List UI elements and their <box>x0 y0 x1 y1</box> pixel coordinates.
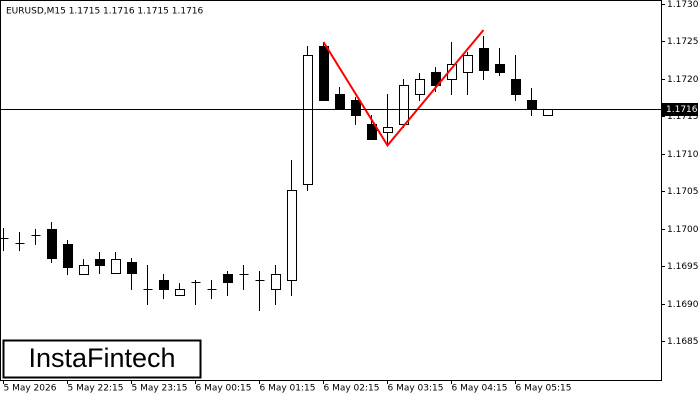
candle-body <box>47 229 57 259</box>
x-tick-label: 5 May 23:15 <box>132 384 188 394</box>
candle-body <box>159 280 169 290</box>
x-tick-label: 6 May 03:15 <box>388 384 444 394</box>
candle-body <box>527 100 537 110</box>
y-tick-label: 1.1725 <box>667 37 699 47</box>
pattern-line <box>322 29 485 148</box>
x-tick-label: 5 May 22:15 <box>68 384 124 394</box>
chart-title: EURUSD,M15 1.1715 1.1716 1.1715 1.1716 <box>6 7 204 17</box>
candle-body <box>79 265 89 275</box>
plot-frame <box>0 0 662 381</box>
y-tick-label: 1.1715 <box>667 112 699 122</box>
candle-body <box>511 79 521 95</box>
y-tick-label: 1.1695 <box>667 262 699 272</box>
candle-body <box>463 55 473 73</box>
x-tick-label: 5 May 2026 <box>4 384 57 394</box>
candle-body <box>399 85 409 125</box>
candle-body <box>415 79 425 95</box>
logo: InstaFintech <box>28 343 175 373</box>
y-tick-label: 1.1730 <box>667 0 699 10</box>
logo-frame <box>2 339 202 379</box>
candle-body <box>95 259 105 266</box>
x-tick-label: 6 May 05:15 <box>516 384 572 394</box>
candle-body <box>383 127 393 133</box>
candle-body <box>495 64 505 73</box>
y-tick-label: 1.1685 <box>667 337 699 347</box>
x-tick-label: 6 May 04:15 <box>452 384 508 394</box>
candle-body <box>335 94 345 109</box>
x-tick-label: 6 May 02:15 <box>324 384 380 394</box>
y-tick-label: 1.1705 <box>667 187 699 197</box>
y-tick-label: 1.1720 <box>667 75 699 85</box>
candle-body <box>303 55 313 185</box>
y-tick-label: 1.1690 <box>667 300 699 310</box>
candle-body <box>543 109 553 116</box>
x-tick-label: 6 May 01:15 <box>260 384 316 394</box>
candle-body <box>127 262 137 274</box>
candle-body <box>431 72 441 86</box>
x-tick-label: 6 May 00:15 <box>196 384 252 394</box>
candle-body <box>479 48 489 71</box>
candle-body <box>175 289 185 296</box>
candle-body <box>287 190 297 281</box>
candle-body <box>319 46 329 101</box>
logo-box: InstaFintech <box>2 339 202 379</box>
current-price-box <box>662 103 698 116</box>
y-tick-label: 1.1710 <box>667 150 699 160</box>
candle-body <box>223 274 233 283</box>
candle-body <box>111 259 121 274</box>
y-tick-label: 1.1700 <box>667 225 699 235</box>
candle-body <box>351 100 361 116</box>
candle-body <box>367 124 377 140</box>
candle-body <box>63 244 73 268</box>
candle-body <box>271 274 281 290</box>
current-price-label: 1.1716 <box>666 105 698 115</box>
